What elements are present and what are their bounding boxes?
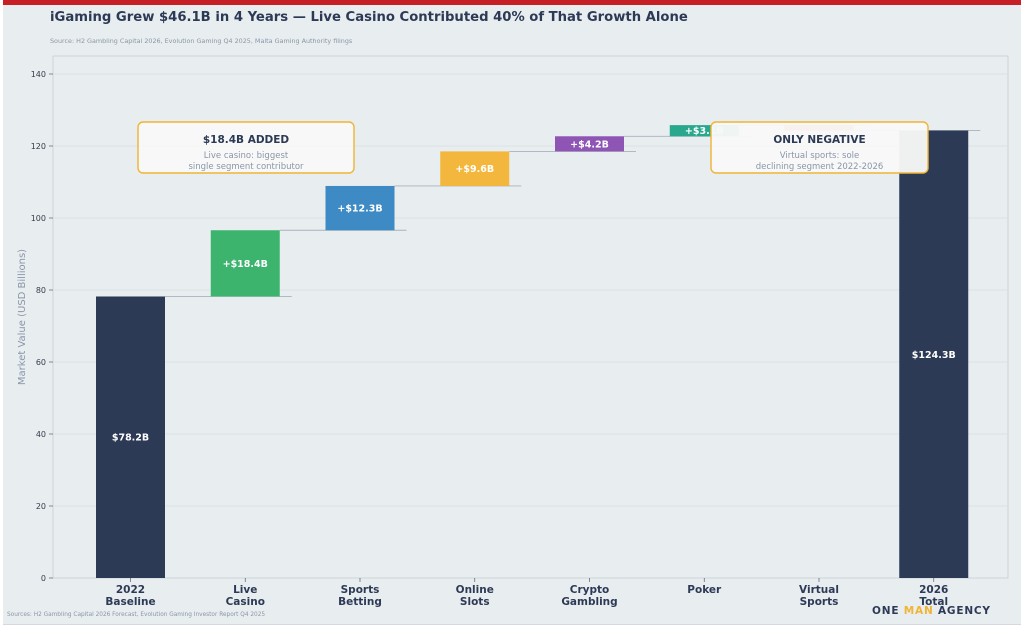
x-category-label: Sports [341, 584, 380, 596]
bar-value-label: +$3.1B [685, 126, 724, 137]
bar-value-label: +$4.2B [570, 139, 609, 150]
x-category-label: Poker [687, 584, 722, 596]
bar [96, 296, 165, 578]
annotation-text: Virtual sports: sole [780, 151, 860, 161]
brand-word-1: ONE [872, 605, 900, 617]
brand-word-3: AGENCY [938, 605, 991, 617]
annotation-title: $18.4B ADDED [203, 134, 290, 146]
annotation-title: ONLY NEGATIVE [773, 134, 865, 146]
y-tick-label: 0 [41, 574, 46, 583]
x-category-label: Online [456, 584, 494, 596]
x-category-label: Sports [800, 596, 839, 608]
y-tick-label: 20 [36, 502, 46, 511]
annotation-text: single segment contributor [188, 162, 304, 172]
annotation-box [137, 121, 355, 174]
annotation-box [710, 121, 929, 174]
source-note-top: Source: H2 Gambling Capital 2026, Evolut… [50, 37, 353, 45]
x-category-label: Gambling [561, 596, 617, 608]
bar-value-label: $78.2B [112, 433, 149, 444]
bar-value-label: $124.3B [912, 350, 956, 361]
x-category-label: Virtual [799, 584, 839, 596]
x-category-label: Total [919, 596, 948, 608]
bar [555, 136, 624, 152]
bar-value-label: +$12.3B [337, 204, 382, 215]
bar [325, 185, 395, 231]
x-category-label: Betting [338, 596, 382, 608]
accent-bar [3, 0, 1021, 5]
y-axis-label: Market Value (USD Billions) [17, 249, 28, 385]
x-category-label: Crypto [570, 584, 609, 596]
source-note-bottom: Sources: H2 Gambling Capital 2026 Foreca… [7, 612, 266, 618]
x-category-label: Baseline [105, 596, 155, 608]
x-category-label: Slots [460, 596, 490, 608]
bar [669, 125, 739, 137]
y-tick-label: 120 [31, 142, 46, 151]
y-tick-label: 100 [31, 214, 46, 223]
y-tick-label: 40 [36, 430, 46, 439]
annotation-text: declining segment 2022-2026 [756, 162, 884, 172]
x-category-label: 2026 [919, 584, 948, 596]
annotation-text: Live casino: biggest [204, 151, 289, 161]
x-category-label: Live [233, 584, 257, 596]
x-category-label: 2022 [116, 584, 145, 596]
bar [899, 130, 969, 578]
y-tick-label: 80 [36, 286, 46, 295]
bar-value-label: +$18.4B [223, 259, 268, 270]
brand-logo: ONE MAN AGENCY [872, 605, 991, 617]
x-category-label: Casino [226, 596, 265, 608]
bar [210, 230, 280, 297]
bar-value-label: +$9.6B [455, 164, 494, 175]
bar [440, 151, 510, 186]
brand-word-2: MAN [903, 605, 934, 617]
y-tick-label: 60 [36, 358, 46, 367]
y-tick-label: 140 [31, 70, 46, 79]
chart-title: iGaming Grew $46.1B in 4 Years — Live Ca… [50, 10, 688, 25]
